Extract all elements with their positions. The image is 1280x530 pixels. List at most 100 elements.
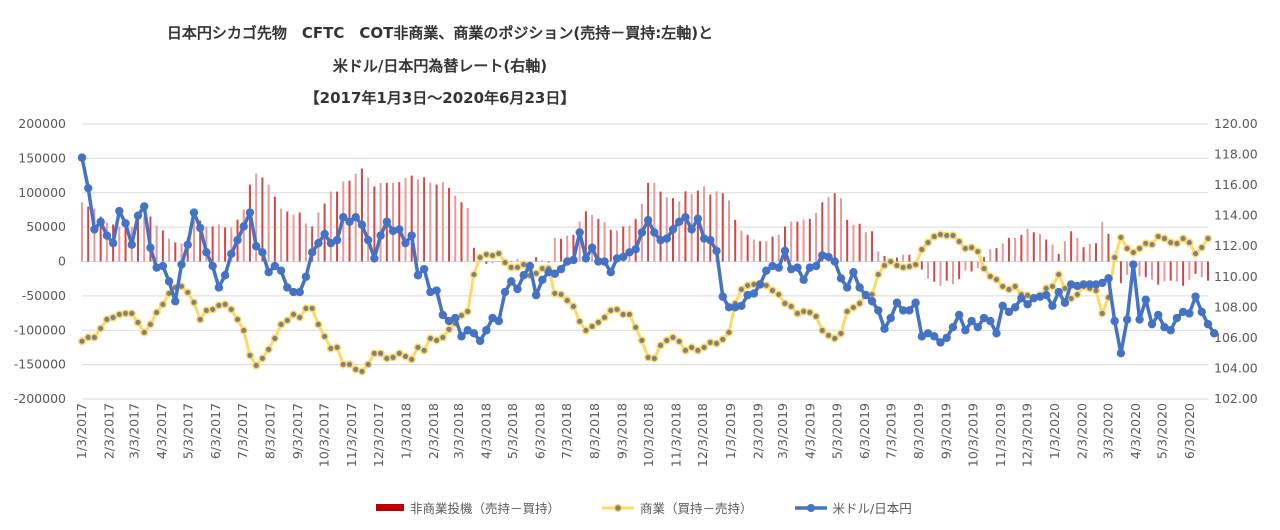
- commercial-marker: [1203, 234, 1213, 243]
- noncommercial-bar: [945, 261, 948, 281]
- usdjpy-marker: [395, 225, 404, 234]
- chart-title-line-3: 【2017年1月3日～2020年6月23日】: [304, 89, 576, 107]
- usdjpy-marker: [108, 238, 118, 248]
- right-axis-tick-label: 114.00: [1214, 208, 1258, 223]
- noncommercial-bar: [808, 218, 811, 262]
- noncommercial-bar: [622, 226, 625, 262]
- noncommercial-bar: [1169, 261, 1172, 281]
- x-axis-tick-label: 1/3/2018: [398, 403, 413, 459]
- noncommercial-bar: [1200, 261, 1203, 278]
- x-axis-tick-label: 8/3/2017: [262, 403, 277, 459]
- usdjpy-marker: [998, 301, 1007, 311]
- usdjpy-marker: [836, 274, 846, 283]
- noncommercial-bar: [466, 207, 469, 262]
- noncommercial-bar: [976, 261, 979, 269]
- usdjpy-marker: [650, 228, 659, 237]
- commercial-marker: [469, 270, 478, 279]
- usdjpy-marker: [482, 326, 491, 335]
- usdjpy-marker: [1023, 300, 1032, 309]
- noncommercial-bar: [553, 237, 556, 262]
- noncommercial-bar: [1188, 261, 1191, 280]
- noncommercial-bar: [983, 257, 986, 262]
- usdjpy-marker: [948, 322, 958, 332]
- noncommercial-bar: [746, 234, 749, 262]
- legend-item-noncommercial: 非商業投機（売持－買持）: [376, 498, 560, 517]
- usdjpy-marker: [345, 217, 354, 226]
- usdjpy-marker: [432, 286, 441, 295]
- usdjpy-marker: [1079, 280, 1088, 289]
- commercial-marker: [1129, 248, 1138, 257]
- noncommercial-bar: [864, 232, 867, 262]
- commercial-marker: [998, 282, 1007, 291]
- noncommercial-bar: [883, 256, 886, 262]
- usdjpy-marker: [96, 217, 105, 226]
- commercial-marker: [196, 315, 205, 324]
- commercial-marker: [208, 305, 217, 314]
- usdjpy-marker: [1060, 298, 1070, 307]
- noncommercial-bar: [1007, 237, 1010, 262]
- noncommercial-bar: [336, 191, 339, 262]
- x-axis-tick-label: 10/3/2017: [317, 403, 332, 467]
- commercial-marker: [444, 325, 454, 334]
- noncommercial-bar: [280, 208, 283, 262]
- usdjpy-marker: [556, 264, 566, 274]
- usdjpy-marker: [973, 322, 983, 332]
- commercial-marker: [1110, 253, 1119, 262]
- commercial-marker: [1160, 234, 1169, 243]
- noncommercial-bar: [199, 220, 202, 262]
- noncommercial-bar: [143, 216, 146, 262]
- right-axis-tick-label: 108.00: [1214, 299, 1258, 314]
- noncommercial-bar: [1194, 261, 1197, 274]
- commercial-marker: [395, 349, 404, 358]
- commercial-marker: [1054, 270, 1063, 279]
- usdjpy-marker: [687, 225, 696, 234]
- commercial-marker: [693, 346, 702, 355]
- noncommercial-bar: [1126, 261, 1129, 275]
- commercial-marker: [830, 334, 839, 343]
- noncommercial-bar: [286, 211, 289, 262]
- usdjpy-marker: [77, 153, 87, 162]
- noncommercial-bar: [379, 182, 382, 262]
- usdjpy-marker: [413, 271, 423, 280]
- noncommercial-bar: [684, 191, 687, 262]
- commercial-marker: [668, 333, 678, 342]
- noncommercial-bar: [1088, 243, 1091, 262]
- usdjpy-line: [77, 153, 1219, 358]
- noncommercial-bar: [995, 248, 998, 262]
- usdjpy-marker: [811, 261, 821, 271]
- usdjpy-marker: [1110, 316, 1119, 326]
- noncommercial-bar: [217, 224, 220, 262]
- usdjpy-marker: [1085, 280, 1095, 289]
- noncommercial-bar: [578, 221, 581, 262]
- right-axis-ticks: 120.00 118.00 116.00 114.00 112.00 110.00 108.…: [1214, 116, 1258, 406]
- x-axis-tick-label: 11/3/2017: [344, 403, 359, 467]
- usdjpy-marker: [675, 217, 684, 226]
- usdjpy-marker: [538, 275, 547, 285]
- commercial-marker: [594, 318, 603, 327]
- usdjpy-marker: [444, 316, 454, 326]
- noncommercial-bar: [560, 238, 563, 262]
- legend-yellow-line-icon: [602, 503, 635, 512]
- noncommercial-bar: [1070, 231, 1073, 262]
- noncommercial-bar: [815, 212, 818, 262]
- commercial-marker: [532, 269, 541, 278]
- usdjpy-marker: [1197, 307, 1206, 317]
- noncommercial-bar: [261, 177, 264, 262]
- usdjpy-marker: [1191, 292, 1200, 301]
- usdjpy-marker: [942, 333, 951, 343]
- x-axis-tick-label: 3/3/2020: [1100, 403, 1115, 459]
- noncommercial-bar: [541, 260, 544, 262]
- noncommercial-bar: [634, 218, 637, 262]
- commercial-marker: [500, 258, 510, 267]
- commercial-marker: [780, 299, 790, 308]
- noncommercial-bar: [416, 179, 419, 262]
- usdjpy-marker: [438, 310, 448, 320]
- noncommercial-bar: [329, 191, 332, 262]
- usdjpy-marker: [842, 283, 852, 292]
- left-axis-tick-label: 50000: [26, 219, 66, 234]
- commercial-marker: [700, 343, 709, 352]
- noncommercial-bar: [659, 191, 662, 262]
- x-axis-tick-label: 10/3/2019: [965, 403, 980, 467]
- noncommercial-bar: [242, 209, 245, 262]
